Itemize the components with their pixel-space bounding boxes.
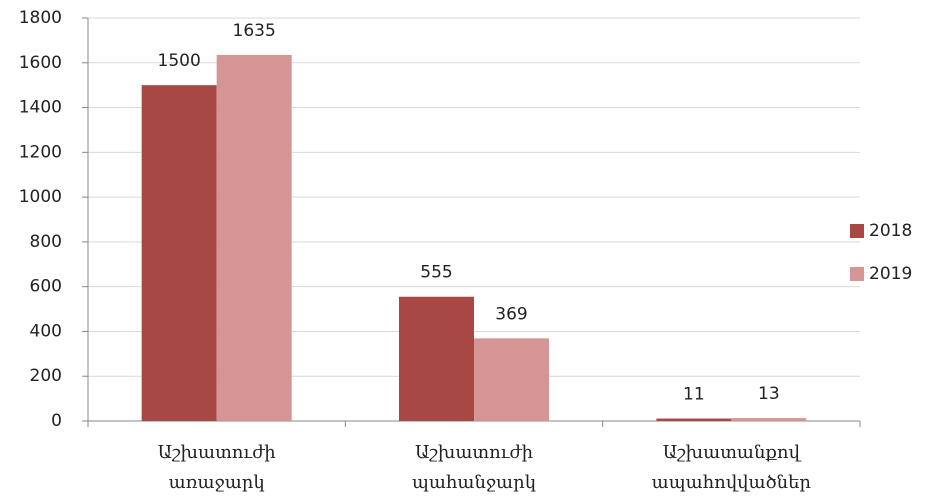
y-tick-label: 1200 — [19, 142, 62, 162]
y-tick-label: 0 — [51, 411, 62, 431]
legend-swatch — [850, 224, 864, 238]
bar — [731, 418, 807, 421]
bar — [474, 338, 549, 421]
value-label: 13 — [758, 384, 780, 404]
legend-label: 2018 — [869, 221, 912, 241]
value-label: 555 — [420, 263, 452, 283]
y-tick-label: 600 — [30, 277, 62, 297]
x-tick-label: Աշխատանքով ապահովվածներ — [651, 442, 811, 493]
y-tick-label: 200 — [30, 366, 62, 386]
y-tick-label: 1800 — [19, 8, 62, 28]
y-tick-label: 1600 — [19, 53, 62, 73]
value-label: 1635 — [233, 21, 276, 41]
value-label: 1500 — [158, 51, 201, 71]
bar — [216, 54, 292, 422]
x-tick-label: Աշխատուժի պահանջարկ — [411, 442, 537, 493]
bar — [399, 296, 474, 421]
bar — [141, 85, 217, 422]
bar — [656, 418, 732, 421]
legend-label: 2019 — [869, 264, 912, 284]
value-label: 369 — [495, 304, 527, 324]
x-tick-label: Աշխատուժի առաջարկ — [157, 442, 276, 493]
y-tick-label: 400 — [30, 321, 62, 341]
y-tick-label: 1400 — [19, 98, 62, 118]
value-label: 11 — [683, 385, 705, 405]
y-tick-label: 1000 — [19, 187, 62, 207]
legend-swatch — [850, 267, 864, 281]
y-tick-label: 800 — [30, 232, 62, 252]
